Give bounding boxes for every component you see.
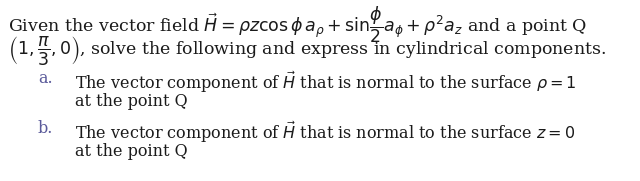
Text: The vector component of $\vec{H}$ that is normal to the surface $z = 0$: The vector component of $\vec{H}$ that i… xyxy=(75,120,575,145)
Text: The vector component of $\vec{H}$ that is normal to the surface $\rho = 1$: The vector component of $\vec{H}$ that i… xyxy=(75,70,577,95)
Text: a.: a. xyxy=(38,70,52,87)
Text: b.: b. xyxy=(38,120,53,137)
Text: at the point Q: at the point Q xyxy=(75,143,188,160)
Text: Given the vector field $\vec{H} = \rho z\cos\phi\, a_{\rho} + \sin\!\dfrac{\phi}: Given the vector field $\vec{H} = \rho z… xyxy=(8,5,588,45)
Text: at the point Q: at the point Q xyxy=(75,93,188,110)
Text: $\left(1,\dfrac{\pi}{3},0\right)$, solve the following and express in cylindrica: $\left(1,\dfrac{\pi}{3},0\right)$, solve… xyxy=(8,34,606,67)
